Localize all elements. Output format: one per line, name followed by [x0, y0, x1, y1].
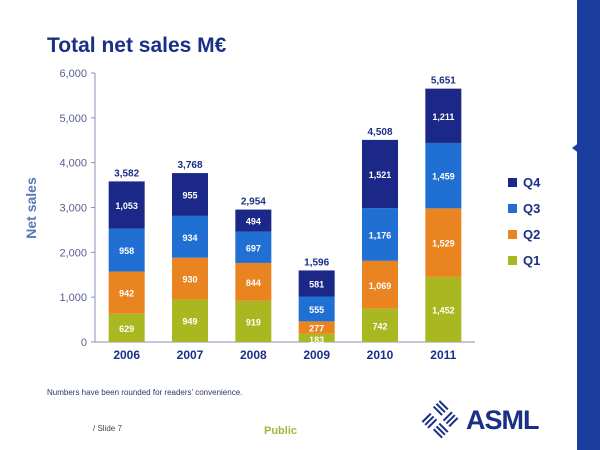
bar-value-label: 1,459 [432, 172, 455, 182]
y-tick-label: 5,000 [59, 113, 87, 125]
bar-q2 [298, 321, 335, 334]
legend-swatch-q4 [508, 178, 517, 187]
y-tick-label: 3,000 [59, 203, 87, 215]
logo-text: ASML [466, 404, 539, 435]
bar-q4 [425, 88, 462, 143]
bar-value-label: 958 [119, 246, 134, 256]
y-axis-label: Net sales [23, 177, 39, 239]
bar-q4 [172, 173, 208, 216]
bar-q1 [235, 300, 272, 342]
bar-q2 [425, 208, 462, 277]
y-tick-label: 0 [81, 337, 87, 349]
bar-q3 [235, 231, 272, 263]
bar-value-label: 277 [309, 324, 324, 334]
bar-q4 [298, 270, 335, 297]
bar-value-label: 1,452 [432, 305, 455, 315]
bar-value-label: 844 [246, 278, 261, 288]
legend-swatch-q2 [508, 230, 517, 239]
asml-logo: ASML [420, 400, 539, 440]
bar-value-label: 1,521 [369, 170, 392, 180]
legend-label: Q1 [523, 253, 540, 268]
bar-value-label: 1,176 [369, 230, 392, 240]
y-tick-label: 4,000 [59, 158, 87, 170]
bar-q2 [362, 260, 398, 309]
asml-logo-icon [421, 400, 459, 439]
bar-q4 [362, 139, 398, 209]
bar-value-label: 955 [182, 190, 197, 200]
legend-label: Q3 [523, 201, 540, 216]
bar-value-label: 494 [246, 217, 261, 227]
bar-q3 [425, 142, 462, 209]
bar-value-label: 949 [182, 317, 197, 327]
bar-q3 [298, 296, 335, 322]
y-tick-label: 6,000 [59, 68, 87, 80]
x-tick-label: 2006 [113, 348, 140, 362]
x-tick-label: 2007 [177, 348, 204, 362]
y-tick-label: 2,000 [59, 247, 87, 259]
x-tick-label: 2009 [303, 348, 330, 362]
total-label: 2,954 [241, 197, 266, 208]
side-pointer [572, 142, 580, 154]
bar-q1 [425, 276, 462, 342]
legend-swatch-q3 [508, 204, 517, 213]
bar-value-label: 919 [246, 317, 261, 327]
bar-q1 [108, 313, 145, 342]
slide-number: / Slide 7 [93, 424, 122, 433]
bar-q2 [172, 257, 208, 300]
total-label: 4,508 [367, 127, 392, 138]
stacked-bar-chart: 0 1,000 2,000 3,000 4,000 5,000 6,000 Net sales… [23, 68, 541, 362]
bar-value-label: 1,069 [369, 281, 392, 291]
bar-value-label: 555 [309, 305, 324, 315]
x-tick-label: 2011 [430, 348, 456, 362]
bar-value-label: 697 [246, 243, 261, 253]
page-title: Total net sales M€ [47, 34, 227, 57]
bar-value-label: 629 [119, 324, 134, 334]
bar-q2 [108, 271, 145, 314]
y-tick-label: 1,000 [59, 292, 87, 304]
bar-value-label: 742 [372, 321, 387, 331]
bar-q3 [362, 208, 398, 261]
classification-label: Public [264, 425, 298, 437]
bar-value-label: 1,211 [432, 112, 454, 122]
bar-q1 [362, 308, 398, 342]
bar-value-label: 183 [309, 335, 324, 345]
total-label: 3,582 [114, 168, 139, 179]
bar-q3 [172, 215, 208, 258]
x-tick-label: 2008 [240, 348, 267, 362]
total-label: 3,768 [177, 160, 202, 171]
side-accent-bar [577, 0, 600, 450]
bar-value-label: 1,529 [432, 239, 455, 249]
footnote: Numbers have been rounded for readers’ c… [47, 388, 243, 397]
x-tick-label: 2010 [367, 348, 394, 362]
bar-q2 [235, 262, 272, 301]
bar-q4 [235, 209, 272, 232]
legend-label: Q2 [523, 227, 540, 242]
total-label: 1,596 [304, 257, 329, 268]
bar-q1 [298, 333, 335, 342]
bar-value-label: 1,053 [115, 201, 138, 211]
total-label: 5,651 [431, 76, 456, 87]
bar-q1 [172, 299, 208, 342]
bar-value-label: 934 [182, 233, 197, 243]
bar-value-label: 942 [119, 289, 134, 299]
bar-q4 [108, 181, 145, 229]
bar-value-label: 930 [182, 275, 197, 285]
legend-swatch-q1 [508, 256, 517, 265]
bar-q3 [108, 228, 145, 272]
bar-value-label: 581 [309, 279, 324, 289]
legend-label: Q4 [523, 175, 541, 190]
